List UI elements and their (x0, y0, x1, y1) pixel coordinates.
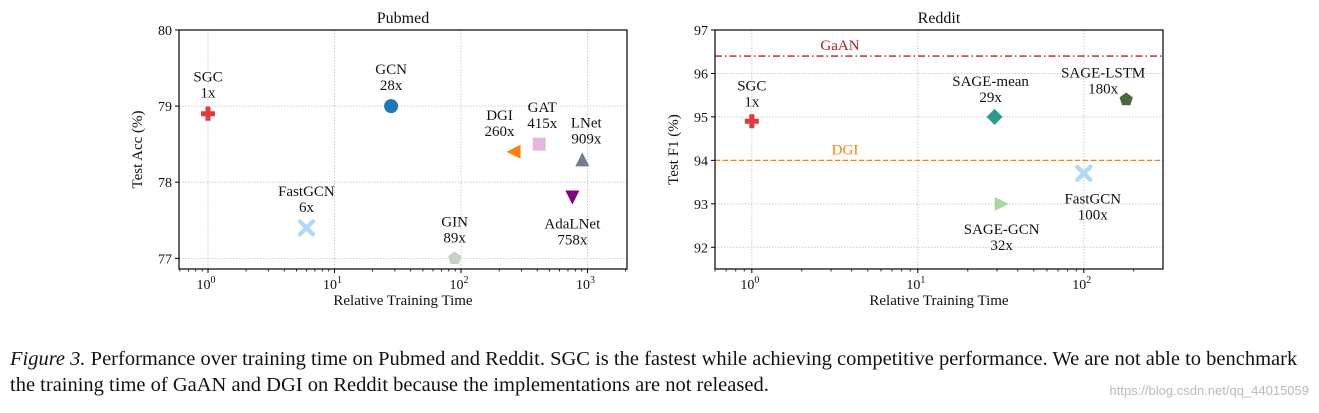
point-speedup: 1x (200, 86, 216, 102)
y-tick-label: 94 (694, 154, 708, 169)
point-label: FastGCN (1064, 191, 1121, 207)
point-speedup: 6x (299, 200, 315, 216)
point-label: SGC (737, 78, 766, 94)
point-label: SAGE-GCN (964, 222, 1040, 238)
point-speedup: 1x (744, 94, 760, 110)
hline-label: GaAN (820, 38, 859, 54)
y-tick-label: 93 (694, 198, 708, 213)
point-speedup: 29x (979, 90, 1002, 106)
hline-label: DGI (832, 142, 859, 158)
plot-frame (714, 29, 1164, 270)
y-tick-label: 95 (694, 111, 708, 126)
x-tick-label: 100 (196, 275, 215, 293)
y-tick-label: 79 (158, 100, 172, 115)
x-tick-label: 102 (450, 275, 469, 293)
chart-title: Reddit (918, 10, 961, 27)
plus-marker (200, 106, 215, 121)
point-label: LNet (571, 115, 603, 131)
pentagon-marker (447, 251, 462, 265)
x-axis-label: Relative Training Time (333, 293, 473, 309)
point-label: DGI (486, 108, 513, 124)
x-tick-label: 101 (906, 275, 925, 293)
point-label: SAGE-LSTM (1061, 66, 1145, 82)
x-marker (1075, 164, 1093, 183)
point-label: GCN (375, 62, 407, 78)
triangle-down-marker (565, 190, 580, 205)
figure-caption: Figure 3. Performance over training time… (10, 346, 1310, 398)
point-label: FastGCN (278, 184, 335, 200)
caption-label: Figure 3. (10, 348, 86, 370)
pentagon-marker (1119, 92, 1133, 106)
square-marker (532, 137, 546, 151)
y-axis-label: Test Acc (%) (130, 110, 146, 188)
point-speedup: 28x (380, 78, 403, 94)
triangle-right-marker (994, 196, 1009, 211)
x-tick-label: 103 (576, 275, 595, 293)
point-speedup: 100x (1078, 207, 1109, 223)
point-label: SAGE-mean (952, 74, 1029, 90)
caption-text: Performance over training time on Pubmed… (10, 348, 1298, 396)
triangle-up-marker (575, 152, 590, 167)
point-label: AdaLNet (544, 216, 601, 232)
diamond-marker (986, 108, 1003, 125)
y-tick-label: 92 (694, 241, 708, 256)
watermark: https://blog.csdn.net/qq_44015059 (1109, 383, 1310, 398)
point-label: SGC (193, 70, 222, 86)
y-tick-label: 78 (158, 176, 172, 191)
y-tick-label: 80 (158, 24, 172, 39)
x-tick-label: 102 (1072, 275, 1091, 293)
point-speedup: 180x (1088, 82, 1119, 98)
point-label: GAT (528, 100, 557, 116)
x-marker (297, 219, 316, 237)
x-tick-label: 100 (740, 275, 759, 293)
triangle-left-marker (506, 144, 521, 159)
plot-frame (178, 29, 628, 270)
y-tick-label: 77 (158, 252, 172, 267)
circle-marker (384, 99, 399, 114)
point-speedup: 909x (571, 131, 602, 147)
point-speedup: 32x (990, 238, 1013, 254)
x-axis-label: Relative Training Time (869, 293, 1009, 309)
point-speedup: 415x (527, 116, 558, 132)
y-tick-label: 96 (694, 67, 708, 82)
plus-marker (744, 114, 759, 129)
point-speedup: 758x (557, 232, 588, 248)
y-tick-label: 97 (694, 24, 708, 39)
y-axis-label: Test F1 (%) (666, 114, 682, 185)
chart-title: Pubmed (377, 10, 429, 27)
point-label: GIN (441, 214, 468, 230)
point-speedup: 260x (485, 124, 516, 140)
x-tick-label: 101 (323, 275, 342, 293)
point-speedup: 89x (443, 230, 466, 246)
